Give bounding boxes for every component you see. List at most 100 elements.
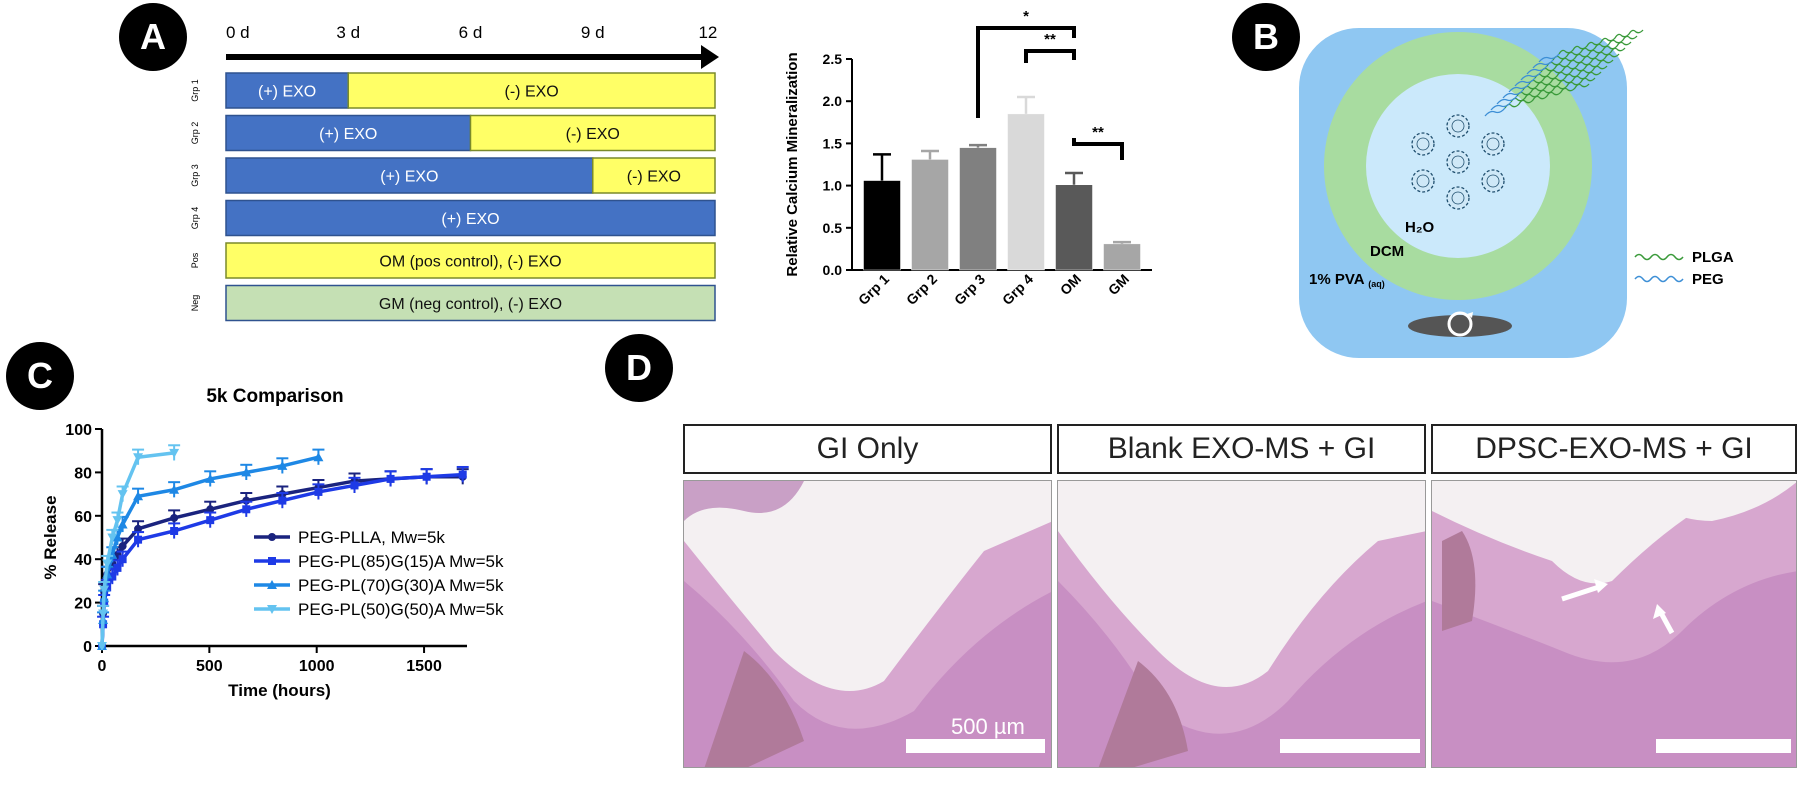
- y-tick-label: 60: [74, 509, 92, 526]
- bar: [1103, 243, 1141, 271]
- data-point: [169, 448, 180, 458]
- data-point: [278, 496, 287, 505]
- bar: [1055, 184, 1093, 271]
- exosome-cluster: [1411, 114, 1505, 210]
- exosome-icon: [1481, 132, 1505, 156]
- y-tick-label: 40: [74, 552, 92, 569]
- pva-subscript: (aq): [1368, 279, 1385, 289]
- exosome-icon: [1411, 132, 1435, 156]
- y-tick-label: 2.5: [823, 51, 843, 67]
- data-point: [350, 481, 359, 490]
- chart-title: 5k Comparison: [206, 386, 343, 407]
- timeline-row-label: Pos: [190, 252, 200, 268]
- exosome-core-icon: [1486, 137, 1500, 151]
- histology-header-dpsc: DPSC-EXO-MS + GI: [1431, 424, 1797, 474]
- dcm-label: DCM: [1370, 243, 1404, 260]
- data-point: [205, 473, 216, 483]
- plga-chain: [1546, 41, 1632, 67]
- y-tick-label: 0.0: [823, 262, 843, 278]
- pva-label: 1% PVA (aq): [1309, 271, 1385, 289]
- bar: [1007, 113, 1045, 271]
- x-tick-label: Grp 2: [903, 271, 940, 308]
- x-tick-label: GM: [1105, 271, 1132, 298]
- y-tick-label: 20: [74, 596, 92, 613]
- data-point: [112, 516, 123, 526]
- scale-bar-dpsc: [1656, 739, 1791, 753]
- data-point: [206, 516, 215, 525]
- data-point: [169, 484, 180, 494]
- data-point: [108, 572, 117, 581]
- legend-label: PEG-PL(70)G(30)A Mw=5k: [298, 576, 504, 595]
- data-point: [242, 505, 251, 514]
- data-point: [99, 585, 110, 595]
- peg-chain: [1508, 83, 1530, 93]
- data-point: [386, 474, 395, 483]
- data-point: [117, 490, 128, 500]
- exosome-core-icon: [1451, 119, 1465, 133]
- exosome-icon: [1446, 186, 1470, 210]
- exosome-icon: [1411, 169, 1435, 193]
- timeline-segment-label: (+) EXO: [380, 169, 438, 186]
- x-axis-title: Time (hours): [228, 681, 331, 700]
- timeline-tick-label: 0 d: [226, 23, 250, 42]
- plga-legend-icon: [1634, 253, 1684, 261]
- x-tick-label: OM: [1057, 271, 1084, 298]
- exosome-icon: [1446, 150, 1470, 174]
- timeline-tick-label: 6 d: [459, 23, 483, 42]
- data-point: [117, 519, 128, 529]
- y-tick-label: 100: [65, 422, 92, 439]
- histology-header-gi-only: GI Only: [683, 424, 1052, 474]
- data-point: [277, 460, 288, 470]
- significance-bracket: [976, 26, 1076, 118]
- x-tick-label: 0: [98, 658, 107, 675]
- exosome-core-icon: [1416, 137, 1430, 151]
- y-tick-label: 2.0: [823, 93, 843, 109]
- x-tick-label: Grp 3: [951, 271, 988, 308]
- peg-chain: [1532, 59, 1554, 69]
- peg-chain: [1496, 95, 1518, 105]
- legend-peg-label: PEG: [1692, 271, 1724, 288]
- data-point: [98, 609, 109, 619]
- histology-image-dpsc: [1431, 480, 1797, 768]
- timeline-segment: [225, 284, 716, 322]
- peg-legend-icon: [1634, 275, 1684, 283]
- y-tick-label: 0.5: [823, 220, 843, 236]
- legend-entry: PEG-PLLA, Mw=5k: [254, 528, 445, 547]
- data-point: [134, 535, 143, 544]
- data-point: [267, 605, 277, 614]
- plga-chain: [1510, 77, 1596, 103]
- exosome-icon: [1481, 169, 1505, 193]
- data-point: [241, 467, 252, 477]
- panel-label-a: A: [119, 3, 187, 71]
- data-point: [170, 513, 179, 522]
- legend-label: PEG-PL(50)G(50)A Mw=5k: [298, 600, 504, 619]
- stir-bar: [1408, 315, 1512, 337]
- data-point: [113, 563, 122, 572]
- plga-chain: [1540, 47, 1626, 73]
- x-tick-label: Grp 4: [999, 271, 1036, 308]
- bar: [959, 147, 997, 271]
- timeline-row-label: Grp 3: [190, 164, 200, 187]
- legend-entry: PEG-PL(50)G(50)A Mw=5k: [254, 600, 504, 619]
- timeline-segment-label: (-) EXO: [627, 169, 681, 186]
- peg-chain: [1490, 101, 1512, 111]
- timeline-segment: [225, 199, 716, 237]
- timeline-segment-label: (+) EXO: [258, 84, 316, 101]
- timeline-row-label: Neg: [190, 295, 200, 312]
- timeline-tick-label: 12 d: [698, 23, 720, 42]
- timeline-tick-label: 3 d: [336, 23, 360, 42]
- y-tick-label: 1.5: [823, 135, 843, 151]
- timeline-segment: [225, 242, 716, 279]
- x-tick-label: 1000: [299, 658, 335, 675]
- y-tick-label: 0: [83, 639, 92, 656]
- timeline-segment-label: (-) EXO: [566, 126, 620, 143]
- calcium-mineralization-bar-chart: 0.0 0.5 1.0 1.5 2.0 2.5 Relative Calcium Miner…: [784, 8, 1152, 308]
- peg-chain: [1484, 107, 1506, 117]
- exosome-icon: [1446, 114, 1470, 138]
- scale-bar-gi-only: [906, 739, 1045, 753]
- y-tick-label: 1.0: [823, 178, 843, 194]
- peg-chain: [1520, 71, 1542, 81]
- x-tick-label: Grp 1: [855, 271, 892, 308]
- plga-chain: [1558, 29, 1644, 55]
